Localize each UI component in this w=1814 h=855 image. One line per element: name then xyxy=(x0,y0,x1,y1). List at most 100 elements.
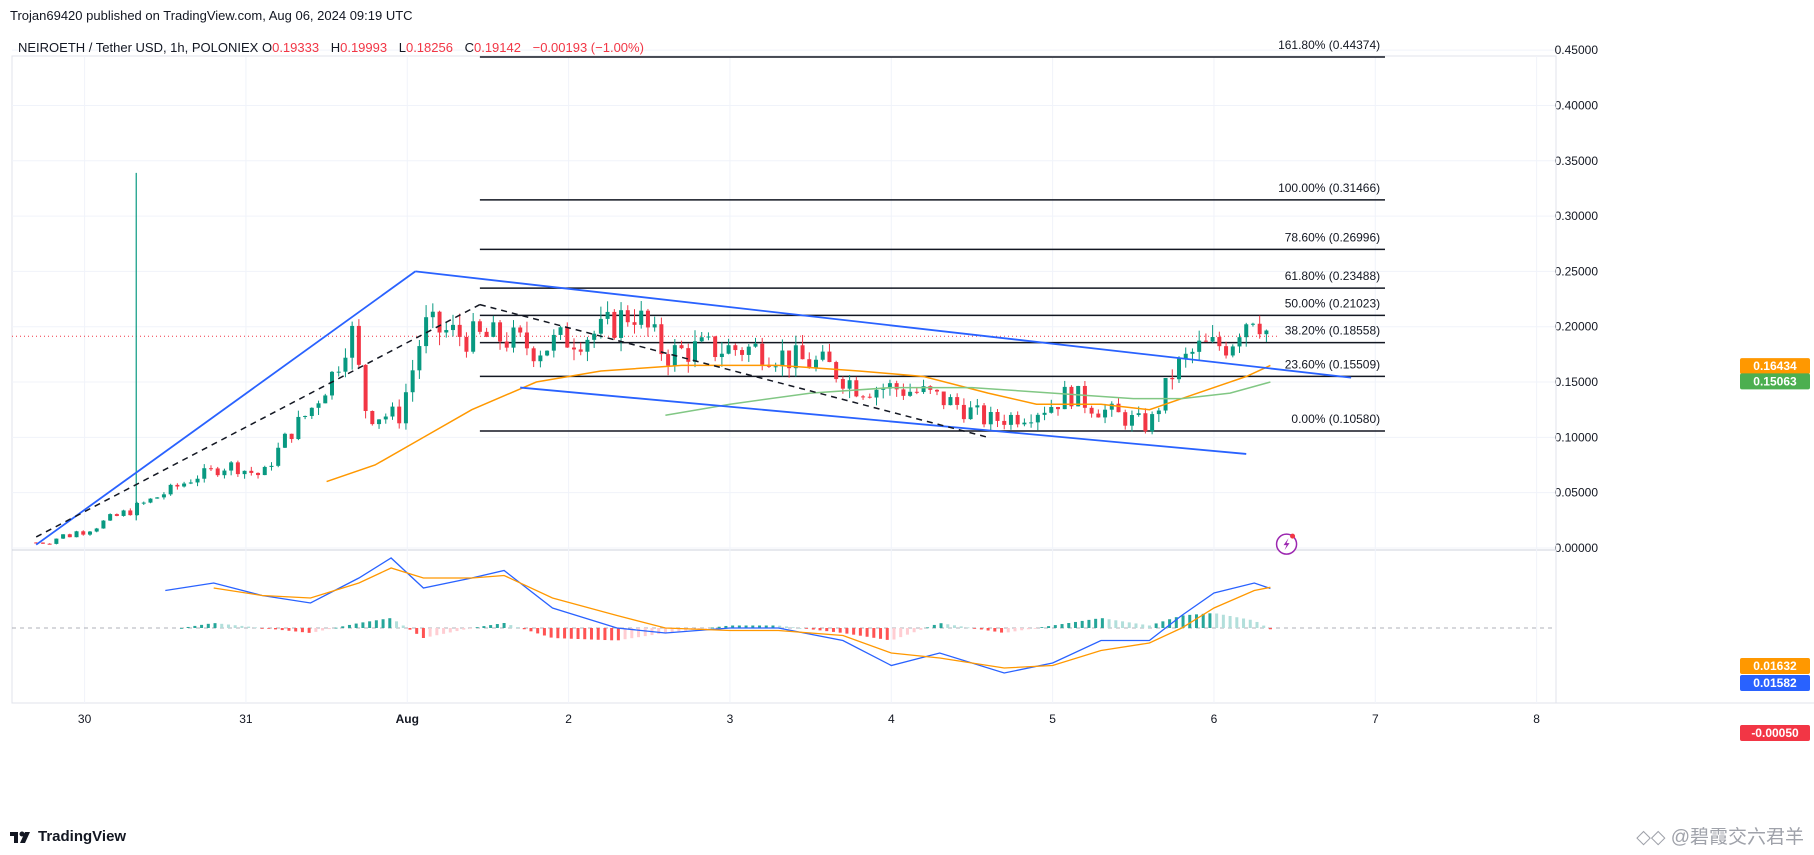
y-tick-label: 0.00000 xyxy=(1555,541,1599,555)
macd-hist-bar xyxy=(637,628,641,638)
macd-hist-bar xyxy=(899,628,903,638)
x-tick-label: 8 xyxy=(1533,712,1540,726)
candles xyxy=(34,301,1269,545)
macd-hist-bar xyxy=(253,627,257,629)
candle-body xyxy=(1250,323,1255,325)
candle-body xyxy=(612,311,617,338)
macd-hist-bar xyxy=(522,628,526,630)
tradingview-brand[interactable]: TradingView xyxy=(10,828,126,845)
macd-hist-bar xyxy=(516,627,520,628)
candle-body xyxy=(128,510,133,516)
macd-hist-bar xyxy=(1154,623,1158,628)
candle-body xyxy=(1244,324,1249,338)
candle-body xyxy=(1163,378,1168,411)
candle-body xyxy=(87,531,92,535)
macd-hist-bar xyxy=(1114,620,1118,628)
macd-hist-bar xyxy=(294,628,298,632)
candle-body xyxy=(908,391,913,396)
macd-line xyxy=(165,557,1271,674)
candle-body xyxy=(1143,413,1148,432)
macd-hist-bar xyxy=(220,623,224,628)
macd-hist-bar xyxy=(1235,617,1239,628)
candle-body xyxy=(726,345,731,354)
macd-hist-bar xyxy=(536,628,540,634)
bolt-icon-dot xyxy=(1290,533,1296,539)
macd-hist-bar xyxy=(1107,619,1111,628)
x-tick-label: Aug xyxy=(396,712,419,726)
candle-body xyxy=(1096,413,1101,418)
candle-body xyxy=(114,514,119,516)
macd-hist-bar xyxy=(193,625,197,628)
candle-body xyxy=(793,345,798,369)
macd-hist-bar xyxy=(751,625,755,628)
candle-body xyxy=(1190,351,1195,354)
macd-hist-bar xyxy=(784,626,788,628)
candle-body xyxy=(67,534,72,538)
macd-hist-bar xyxy=(1080,620,1084,628)
plot-frame xyxy=(11,55,1557,704)
y-tick-label: 0.30000 xyxy=(1555,209,1599,223)
high-value: 0.19993 xyxy=(340,40,388,55)
candle-body xyxy=(108,514,113,521)
candle-body xyxy=(202,468,207,479)
candle-body xyxy=(780,350,785,367)
candle-body xyxy=(1056,407,1061,410)
macd-hist-bar xyxy=(589,628,593,640)
macd-hist-bar xyxy=(563,628,567,639)
low-label: L xyxy=(398,40,406,55)
macd-hist-bar xyxy=(603,628,607,641)
candle-body xyxy=(1136,413,1141,416)
price-tag-label: 0.16434 xyxy=(1753,359,1797,373)
macd-hist-bar xyxy=(307,628,311,633)
candle-body xyxy=(652,324,657,328)
candle-body xyxy=(390,406,395,417)
candle-body xyxy=(235,462,240,475)
macd-hist-bar xyxy=(1073,621,1077,628)
candle-body xyxy=(148,498,153,503)
macd-hist-bar xyxy=(1262,625,1266,628)
macd-hist-bar xyxy=(1141,624,1145,628)
macd-hist-bar xyxy=(1121,621,1125,628)
candle-body xyxy=(208,468,213,470)
candle-body xyxy=(988,412,993,425)
macd-hist-bar xyxy=(838,628,842,633)
macd-hist-bar xyxy=(468,628,472,629)
candle-body xyxy=(437,311,442,333)
candle-body xyxy=(1002,420,1007,425)
macd-hist-bar xyxy=(630,628,634,639)
candle-body xyxy=(81,531,86,535)
candle-body xyxy=(706,336,711,338)
macd-hist-bar xyxy=(993,628,997,632)
candle-body xyxy=(524,332,529,349)
fib-level-label: 38.20% (0.18558) xyxy=(1285,324,1380,338)
macd-hist-bar xyxy=(879,628,883,639)
symbol-legend[interactable]: NEIROETH / Tether USD, 1h, POLONIEX O0.1… xyxy=(18,40,644,55)
close-label: C xyxy=(464,40,474,55)
macd-hist-bar xyxy=(1006,628,1010,633)
macd-hist-bar xyxy=(314,628,318,632)
candle-body xyxy=(760,343,765,365)
macd-hist-bar xyxy=(495,624,499,628)
macd-hist-bar xyxy=(1020,628,1024,631)
macd-hist-bar xyxy=(737,625,741,628)
candle-body xyxy=(719,353,724,358)
macd-hist-bar xyxy=(260,628,264,629)
candle-body xyxy=(598,318,603,334)
macd-hist-bar xyxy=(213,623,217,628)
macd-hist-bar xyxy=(347,624,351,628)
macd-hist-bar xyxy=(583,628,587,640)
macd-histogram xyxy=(179,613,1272,641)
macd-hist-bar xyxy=(1168,619,1172,628)
macd-hist-bar xyxy=(341,626,345,628)
candle-body xyxy=(1015,414,1020,425)
candle-body xyxy=(350,325,355,358)
macd-hist-bar xyxy=(905,628,909,635)
macd-hist-bar xyxy=(919,628,923,630)
candle-body xyxy=(397,406,402,424)
y-tick-label: 0.05000 xyxy=(1555,486,1599,500)
macd-hist-bar xyxy=(1181,615,1185,628)
macd-hist-bar xyxy=(704,628,708,629)
candle-body xyxy=(585,339,590,352)
macd-hist-bar xyxy=(697,628,701,630)
